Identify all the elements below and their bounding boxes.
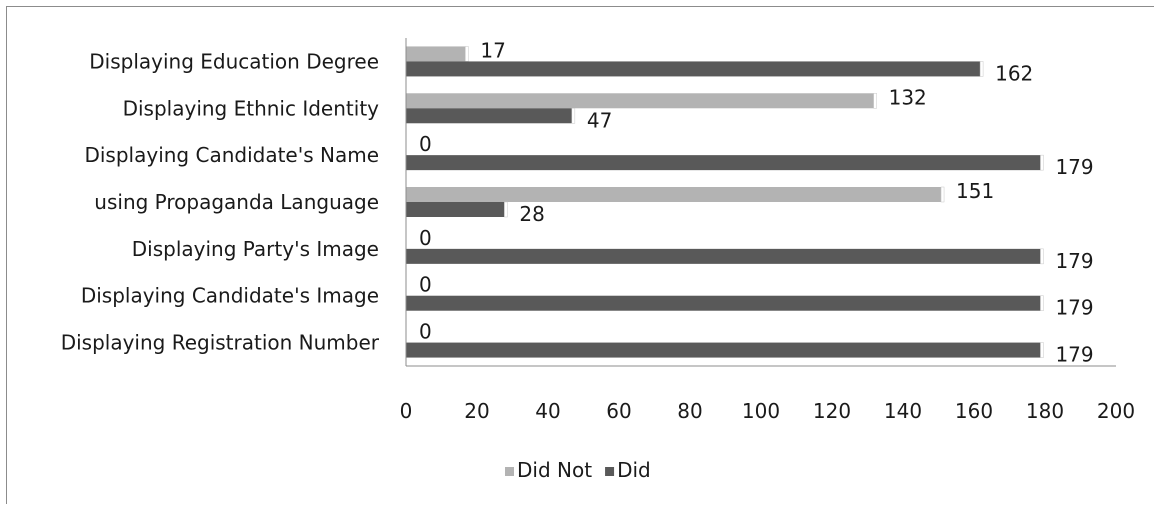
x-tick-label-160: 160 (955, 399, 993, 423)
legend-label-did-not: Did Not (517, 458, 592, 482)
bar-end-highlight (979, 61, 984, 77)
x-tick-label-40: 40 (535, 399, 560, 423)
data-label-did-displaying-ethnic-identity: 47 (587, 108, 612, 132)
bar-did-displaying-candidate-s-name (406, 155, 1042, 171)
data-label-did-displaying-party-s-image: 179 (1055, 249, 1093, 273)
data-labels: 17 162 132 47 0 179 151 28 0 179 0 179 0 179 (419, 38, 1094, 366)
category-labels: Displaying Education Degree Displaying Et… (61, 49, 380, 354)
category-label-displaying-registration-number: Displaying Registration Number (61, 331, 380, 355)
data-label-did-displaying-candidate-s-image: 179 (1055, 296, 1093, 320)
bar-did-using-propaganda-language (406, 202, 506, 217)
bar-end-highlight (940, 186, 945, 203)
bar-did-displaying-registration-number (406, 342, 1042, 358)
bars (406, 46, 1044, 358)
x-tick-label-140: 140 (884, 399, 922, 423)
category-label-displaying-party-s-image: Displaying Party's Image (132, 237, 379, 261)
legend-label-did: Did (617, 458, 651, 482)
legend-swatch-did-not (505, 467, 514, 476)
category-label-displaying-candidate-s-name: Displaying Candidate's Name (84, 143, 379, 167)
bar-end-highlight (1040, 154, 1044, 171)
category-label-displaying-education-degree: Displaying Education Degree (89, 49, 379, 73)
bar-end-highlight (1040, 248, 1044, 265)
bar-did-displaying-education-degree (406, 61, 982, 77)
x-tick-labels: 0 20 40 60 80 100 120 140 160 180 200 (400, 399, 1135, 423)
category-label-displaying-candidate-s-image: Displaying Candidate's Image (81, 284, 379, 308)
chart-frame (6, 6, 1154, 504)
x-tick-label-0: 0 (400, 399, 413, 423)
bar-end-highlight (873, 93, 877, 109)
data-label-did-not-displaying-candidate-s-name: 0 (419, 132, 432, 156)
data-label-did-using-propaganda-language: 28 (519, 202, 544, 226)
x-tick-label-100: 100 (742, 399, 780, 423)
bar-did-displaying-candidate-s-image (406, 295, 1042, 311)
legend-swatch-did (605, 467, 615, 476)
x-tick-label-200: 200 (1097, 399, 1135, 423)
data-label-did-not-displaying-candidate-s-image: 0 (419, 273, 432, 297)
data-label-did-not-using-propaganda-language: 151 (956, 179, 994, 203)
x-tick-label-20: 20 (464, 399, 489, 423)
bar-did-not-displaying-ethnic-identity (406, 93, 875, 109)
data-label-did-not-displaying-education-degree: 17 (480, 38, 505, 62)
bar-did-displaying-ethnic-identity (406, 108, 573, 124)
category-label-displaying-ethnic-identity: Displaying Ethnic Identity (123, 96, 380, 120)
data-label-did-not-displaying-ethnic-identity: 132 (889, 85, 927, 109)
bar-end-highlight (571, 108, 576, 124)
bar-end-highlight (1040, 295, 1044, 311)
bar-end-highlight (1040, 342, 1044, 358)
data-label-did-displaying-candidate-s-name: 179 (1055, 155, 1093, 179)
category-label-using-propaganda-language: using Propaganda Language (94, 190, 379, 214)
data-label-did-displaying-registration-number: 179 (1055, 343, 1093, 367)
bar-did-not-using-propaganda-language (406, 187, 943, 202)
data-label-did-not-displaying-registration-number: 0 (419, 320, 432, 344)
x-tick-label-120: 120 (813, 399, 851, 423)
bar-end-highlight (465, 46, 469, 62)
x-tick-label-60: 60 (606, 399, 631, 423)
data-label-did-displaying-education-degree: 162 (995, 61, 1033, 85)
bar-did-not-displaying-education-degree (406, 46, 467, 62)
x-tick-label-180: 180 (1026, 399, 1064, 423)
bar-end-highlight (504, 201, 508, 218)
data-label-did-not-displaying-party-s-image: 0 (419, 226, 432, 250)
x-tick-label-80: 80 (677, 399, 702, 423)
legend: Did Not Did (505, 458, 651, 482)
bar-did-displaying-party-s-image (406, 248, 1042, 264)
